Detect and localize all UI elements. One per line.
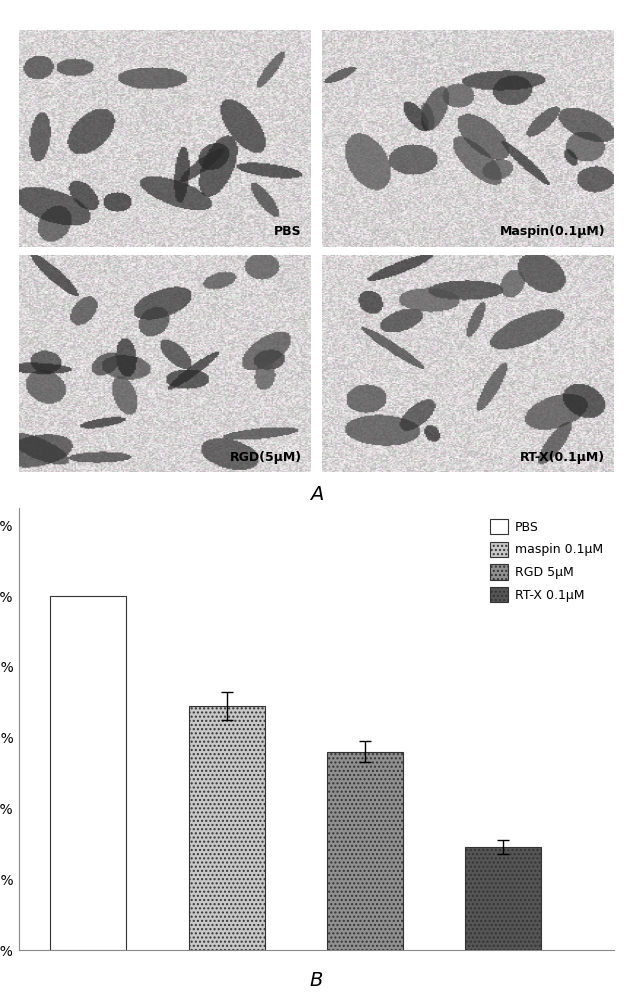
Bar bbox=[465, 847, 541, 950]
Bar bbox=[327, 752, 403, 950]
Text: Maspin(0.1μM): Maspin(0.1μM) bbox=[499, 225, 605, 238]
Text: PBS: PBS bbox=[274, 225, 302, 238]
Bar bbox=[50, 596, 126, 950]
Text: RT-X(0.1μM): RT-X(0.1μM) bbox=[520, 451, 605, 464]
Text: RGD(5μM): RGD(5μM) bbox=[230, 451, 302, 464]
Bar bbox=[189, 706, 265, 950]
Text: B: B bbox=[310, 970, 323, 990]
Text: A: A bbox=[310, 486, 323, 504]
Legend: PBS, maspin 0.1μM, RGD 5μM, RT-X 0.1μM: PBS, maspin 0.1μM, RGD 5μM, RT-X 0.1μM bbox=[485, 514, 608, 607]
